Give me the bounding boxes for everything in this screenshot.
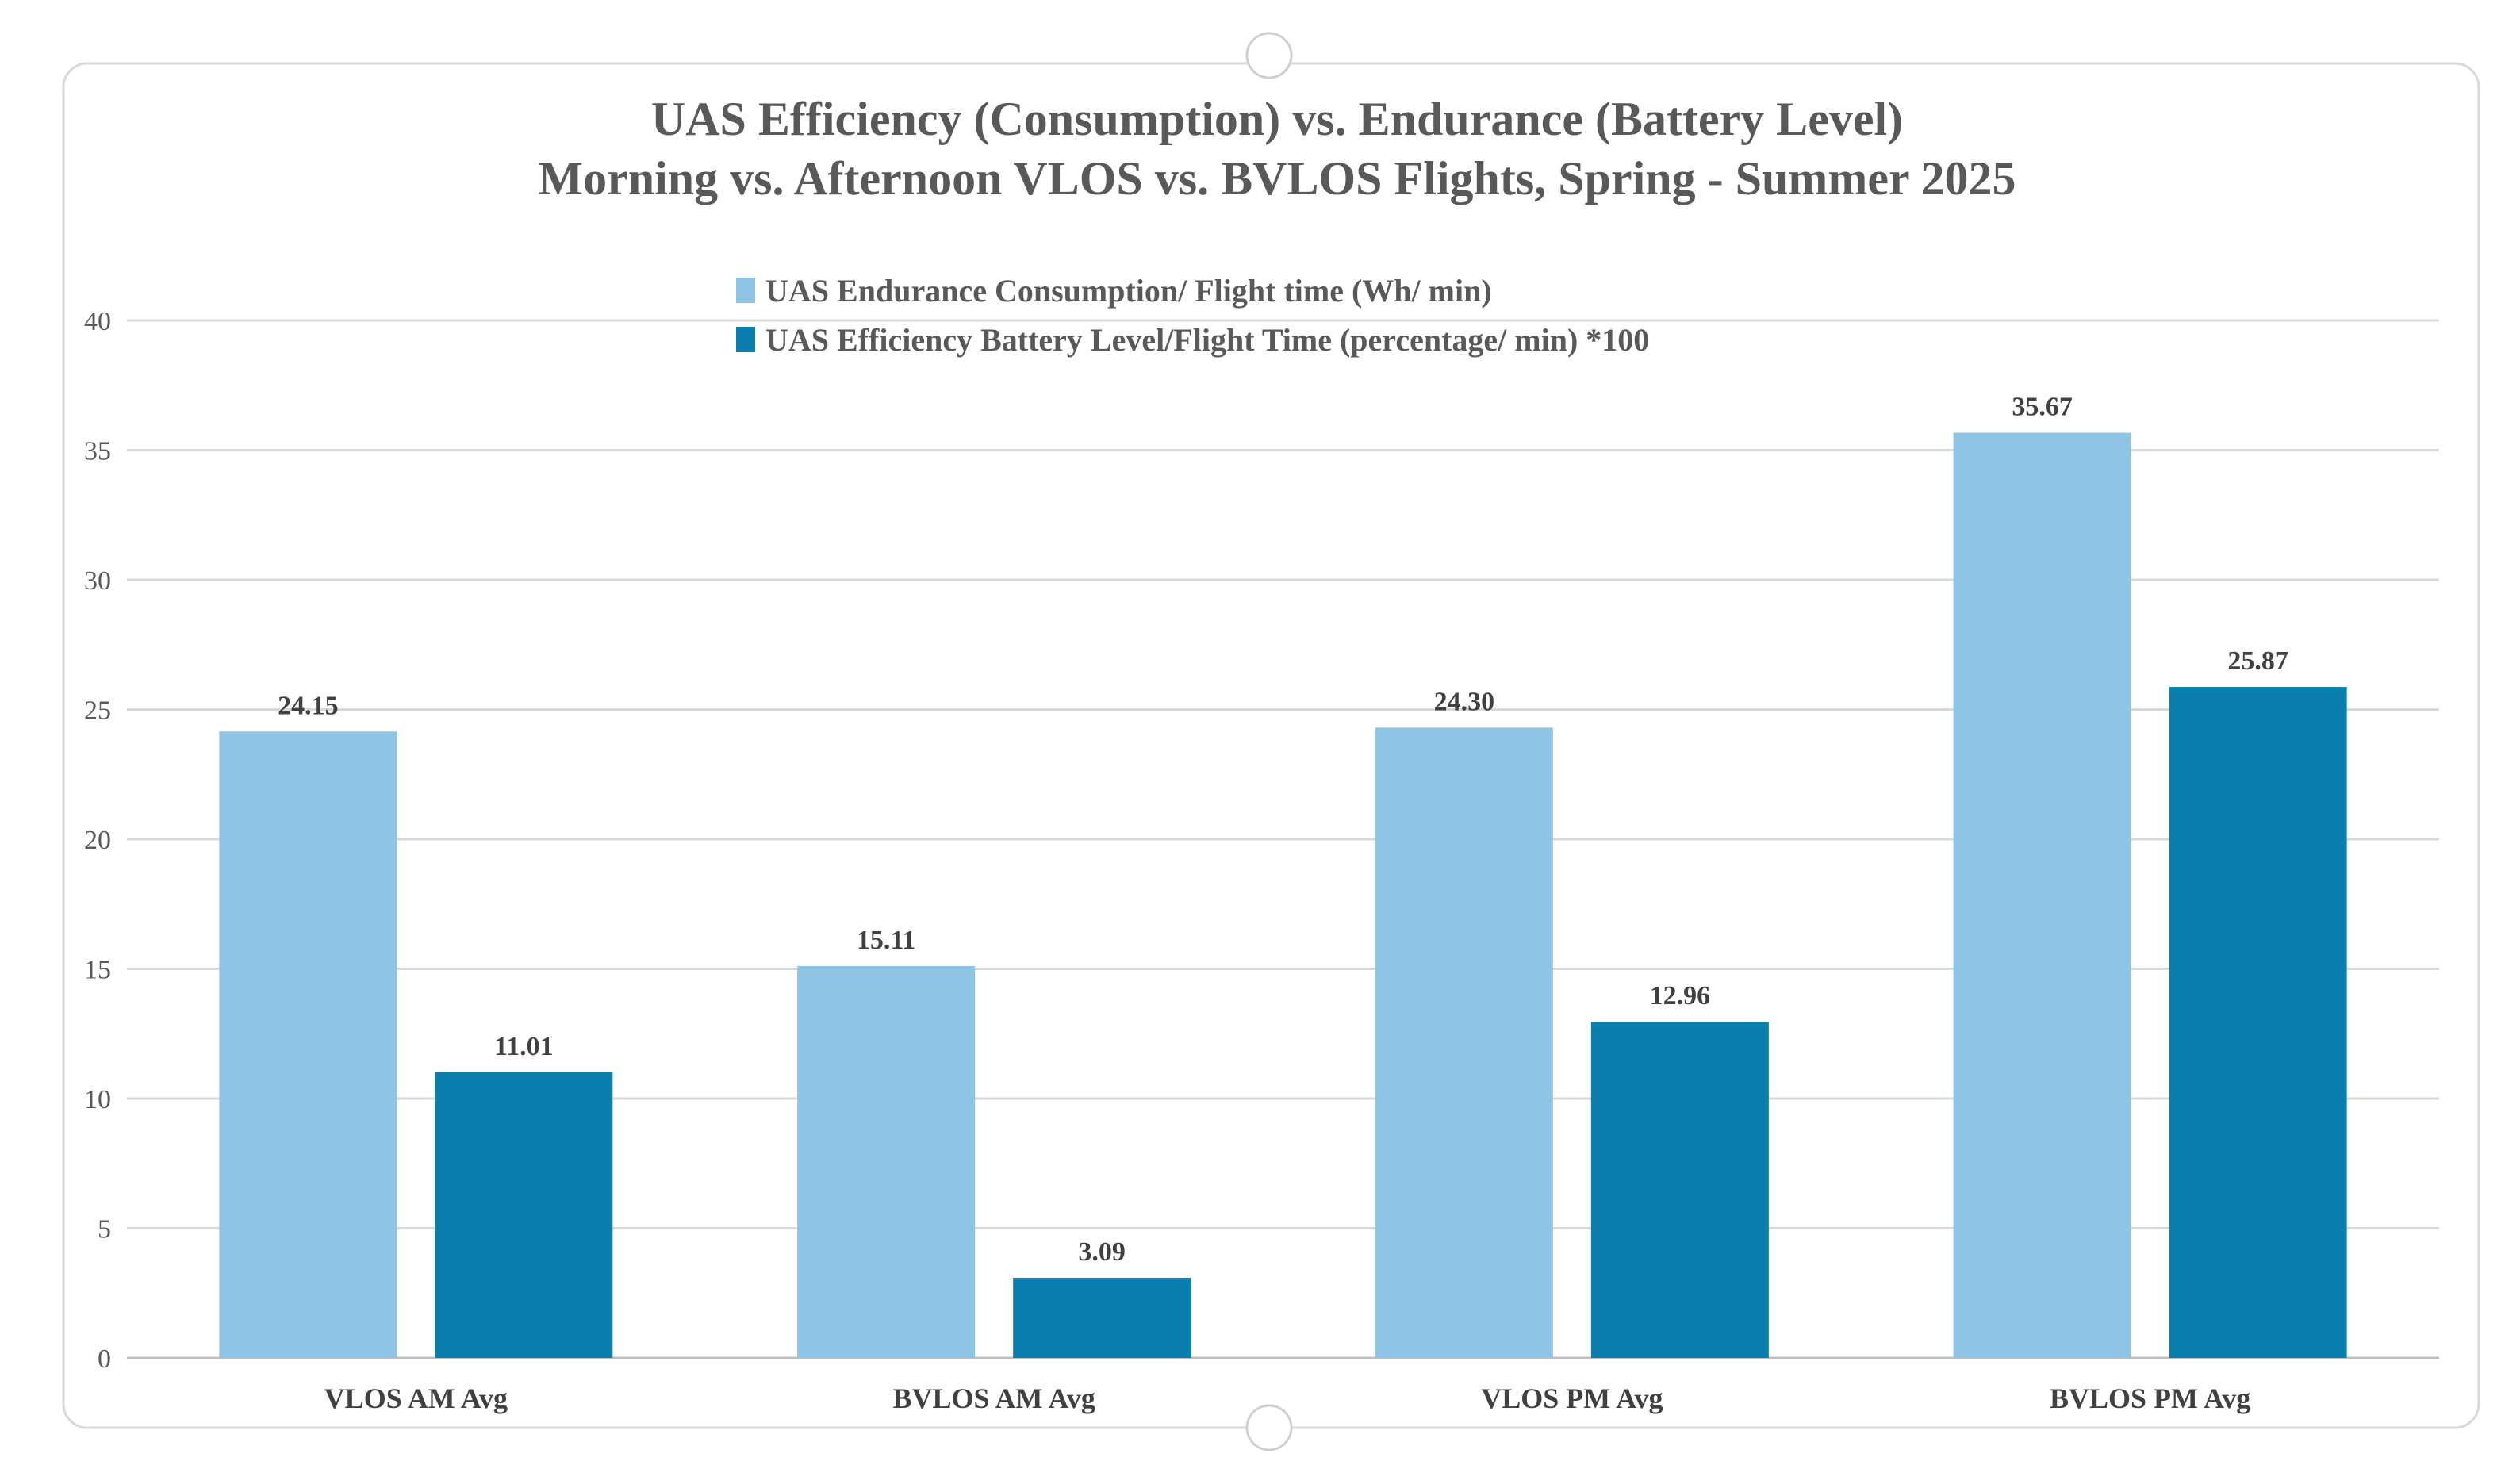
data-label: 12.96 xyxy=(1650,981,1711,1010)
data-label: 24.15 xyxy=(278,691,339,720)
data-label: 11.01 xyxy=(494,1032,554,1061)
bars xyxy=(219,432,2347,1358)
bar-endurance xyxy=(797,965,976,1358)
x-category-label: VLOS AM Avg xyxy=(324,1382,508,1414)
data-label: 35.67 xyxy=(2012,393,2073,422)
legend-label-endurance: UAS Endurance Consumption/ Flight time (… xyxy=(765,273,1492,309)
x-axis: VLOS AM Avg BVLOS AM Avg VLOS PM Avg BVLOS … xyxy=(324,1382,2251,1414)
y-tick-label: 30 xyxy=(84,566,111,596)
data-label: 15.11 xyxy=(857,926,916,955)
y-axis: 0 5 10 15 20 25 30 35 40 xyxy=(84,307,111,1374)
chart-title-line-2: Morning vs. Afternoon VLOS vs. BVLOS Fli… xyxy=(538,152,2016,205)
y-tick-label: 15 xyxy=(84,956,111,985)
chart-title-line-1: UAS Efficiency (Consumption) vs. Enduran… xyxy=(651,93,1903,145)
y-tick-label: 20 xyxy=(84,826,111,855)
y-tick-label: 35 xyxy=(84,437,111,466)
legend-swatch-endurance xyxy=(736,278,755,303)
data-labels: 24.15 11.01 15.11 3.09 24.30 12.96 35.67 25.87 xyxy=(278,393,2288,1267)
bar-efficiency xyxy=(435,1072,613,1358)
x-category-label: VLOS PM Avg xyxy=(1481,1382,1663,1414)
bar-endurance xyxy=(1953,432,2131,1358)
data-label: 25.87 xyxy=(2227,646,2288,676)
y-tick-label: 10 xyxy=(84,1085,111,1114)
legend-label-efficiency: UAS Efficiency Battery Level/Flight Time… xyxy=(765,322,1649,358)
bar-endurance xyxy=(1375,727,1553,1358)
chart-title: UAS Efficiency (Consumption) vs. Enduran… xyxy=(538,93,2016,205)
legend: UAS Endurance Consumption/ Flight time (… xyxy=(736,273,1649,358)
frame-handle-top xyxy=(1245,32,1293,79)
data-label: 24.30 xyxy=(1434,687,1495,716)
bar-efficiency xyxy=(1013,1277,1191,1358)
legend-swatch-efficiency xyxy=(736,327,755,352)
bar-efficiency xyxy=(1590,1022,1769,1358)
y-tick-label: 5 xyxy=(98,1215,111,1244)
bar-endurance xyxy=(219,731,397,1358)
x-category-label: BVLOS AM Avg xyxy=(892,1382,1095,1414)
x-category-label: BVLOS PM Avg xyxy=(2050,1382,2250,1414)
y-tick-label: 40 xyxy=(84,307,111,336)
frame-handle-bottom xyxy=(1245,1404,1293,1451)
data-label: 3.09 xyxy=(1078,1237,1126,1267)
bar-efficiency xyxy=(2169,687,2347,1358)
y-tick-label: 25 xyxy=(84,696,111,726)
y-tick-label: 0 xyxy=(98,1344,111,1374)
